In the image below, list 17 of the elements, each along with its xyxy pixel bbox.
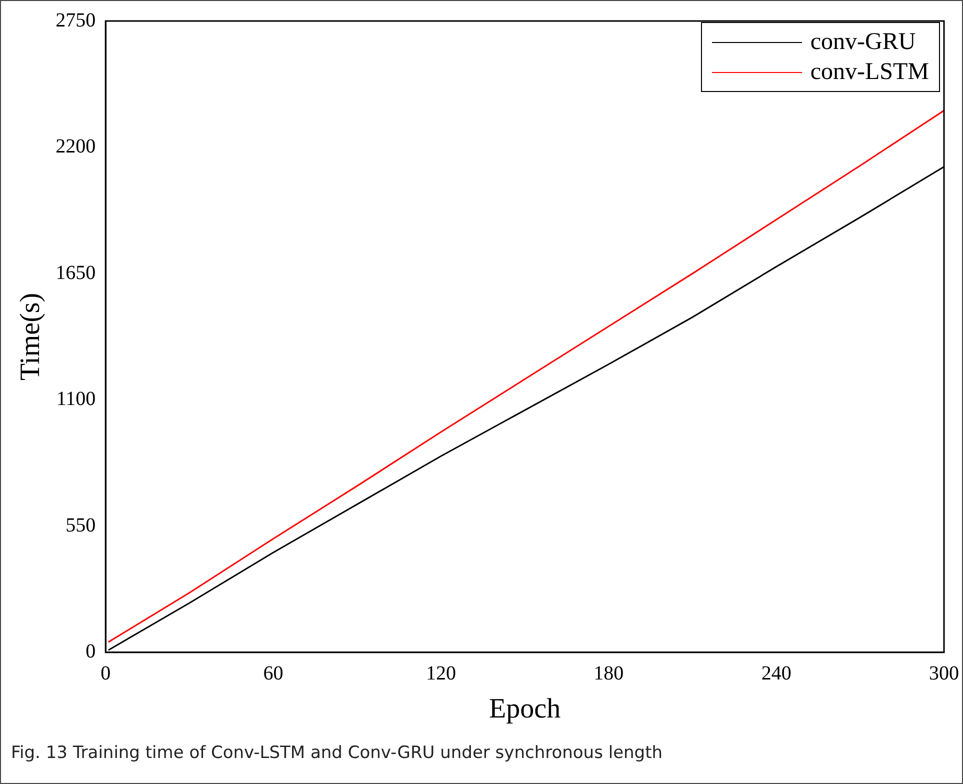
caption: Fig. 13 Training time of Conv-LSTM and Conv-GRU under synchronous length: [11, 743, 663, 763]
x-tick-label: 0: [100, 662, 111, 685]
x-tick-label: 60: [263, 662, 284, 685]
y-tick-label: 2750: [56, 9, 96, 32]
y-axis-title: Time(s): [15, 292, 46, 381]
x-tick-label: 240: [761, 662, 792, 685]
x-tick-label: 300: [929, 662, 959, 685]
legend-label: conv-LSTM: [810, 58, 929, 87]
legend-label: conv-GRU: [810, 28, 916, 57]
y-tick-label: 1650: [56, 262, 96, 284]
y-tick-label: 550: [66, 514, 96, 536]
y-tick-label: 0: [86, 640, 96, 663]
x-tick-label: 180: [594, 662, 624, 685]
x-tick-label: 120: [426, 662, 456, 685]
y-tick-label: 1100: [56, 388, 96, 410]
x-axis-title: Epoch: [489, 694, 561, 725]
y-tick-label: 2200: [56, 136, 96, 158]
